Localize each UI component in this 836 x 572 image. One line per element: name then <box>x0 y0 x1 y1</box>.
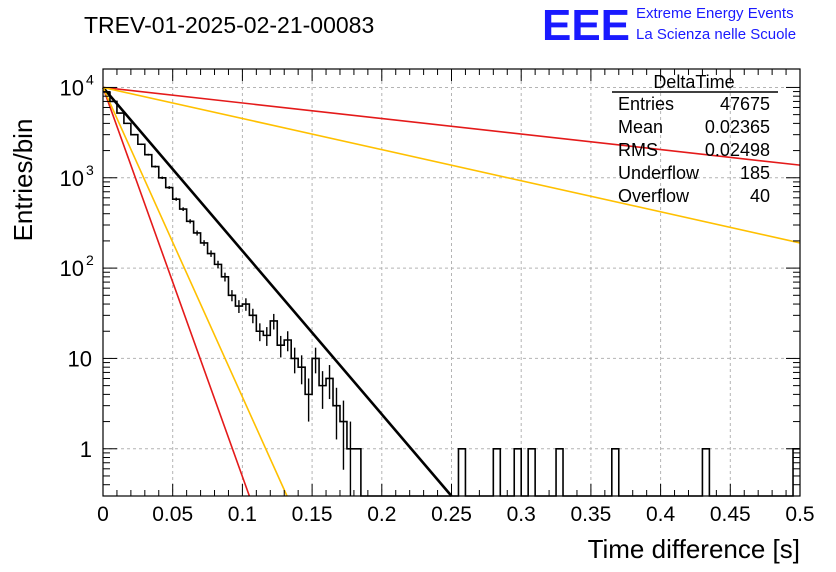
y-tick-label-exponent: 4 <box>86 71 94 87</box>
stats-row-label: RMS <box>618 140 658 160</box>
stats-box: DeltaTime Entries 47675 Mean 0.02365 RMS 0.02… <box>612 72 778 206</box>
x-tick-label: 0.15 <box>292 503 333 526</box>
eee-logo: EEE Extreme Energy Events La Scienza nel… <box>542 1 796 50</box>
eee-logo-mark: EEE <box>542 1 630 50</box>
stats-row-value: 185 <box>740 163 770 183</box>
eee-logo-line2: La Scienza nelle Scuole <box>636 26 796 43</box>
fit-line-0 <box>102 86 453 497</box>
x-tick-label: 0.25 <box>431 503 472 526</box>
y-axis-title: Entries/bin <box>8 119 38 242</box>
x-tick-label: 0.1 <box>228 503 257 526</box>
stats-row-value: 40 <box>750 186 770 206</box>
axis-ticks <box>102 69 801 497</box>
stats-row-label: Entries <box>618 94 674 114</box>
stats-row-value: 47675 <box>720 94 770 114</box>
x-tick-label: 0.05 <box>152 503 193 526</box>
eee-logo-line1: Extreme Energy Events <box>636 5 794 22</box>
y-tick-label-exponent: 3 <box>86 162 94 178</box>
fit-line-2 <box>102 86 801 244</box>
stats-row-value: 0.02365 <box>705 117 770 137</box>
fit-line-4 <box>102 87 288 497</box>
fit-line-3 <box>102 87 251 497</box>
y-tick-label: 10 <box>60 166 84 191</box>
stats-row-label: Underflow <box>618 163 700 183</box>
x-tick-labels: 0 0.05 0.1 0.15 0.2 0.25 0.3 0.35 0.4 0.45 0.5 <box>97 503 814 526</box>
x-tick-label: 0.5 <box>785 503 814 526</box>
fit-curves <box>102 86 801 497</box>
y-tick-label: 10 <box>60 75 84 100</box>
x-tick-label: 0.4 <box>646 503 676 526</box>
x-tick-label: 0.2 <box>367 503 396 526</box>
x-axis-title: Time difference [s] <box>588 534 800 564</box>
y-tick-label: 10 <box>68 346 92 371</box>
x-tick-label: 0.45 <box>710 503 751 526</box>
stats-row-label: Mean <box>618 117 663 137</box>
x-tick-label: 0 <box>97 503 109 526</box>
run-title: TREV-01-2025-02-21-00083 <box>84 12 374 38</box>
stats-title: DeltaTime <box>653 72 734 92</box>
y-tick-label: 1 <box>80 437 92 462</box>
x-tick-label: 0.3 <box>507 503 536 526</box>
grid <box>103 69 800 496</box>
stats-row-value: 0.02498 <box>705 140 770 160</box>
y-tick-label: 10 <box>60 256 84 281</box>
fit-line-1 <box>102 86 801 166</box>
stats-row-label: Overflow <box>618 186 690 206</box>
y-tick-label-exponent: 2 <box>86 252 94 268</box>
x-tick-label: 0.35 <box>570 503 611 526</box>
